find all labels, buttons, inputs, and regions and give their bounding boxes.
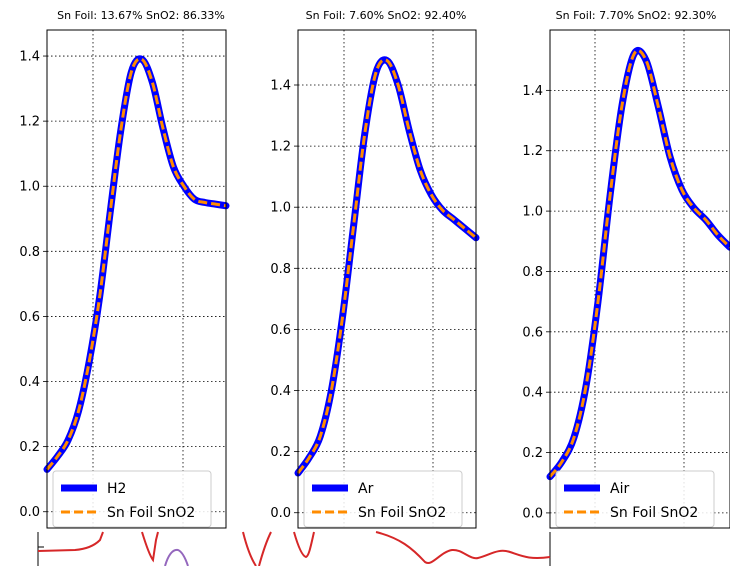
axes-frame — [46, 29, 227, 529]
series-line-2 — [296, 58, 477, 474]
series-line-1 — [43, 55, 230, 473]
y-tick-label: 0.2 — [19, 440, 40, 455]
y-tick-label: 0.8 — [270, 262, 291, 277]
bottom-strip — [37, 531, 551, 566]
y-tick-label: 0.6 — [522, 325, 543, 340]
y-tick-label: 0.6 — [19, 310, 40, 325]
legend-label-1: Ar — [358, 481, 374, 497]
y-tick-label: 1.4 — [522, 84, 543, 99]
strip-curve-2 — [141, 531, 159, 563]
legend: Air Sn Foil SnO2 — [555, 470, 715, 528]
y-tick-label: 0.2 — [522, 446, 543, 461]
subplot-2: Sn Foil: 7.60% SnO2: 92.40% 0.0 0.2 0.4 0.6 0… — [270, 9, 480, 529]
series-line-1 — [546, 47, 730, 481]
y-tick-label: 1.0 — [270, 201, 291, 216]
y-tick-label: 0.4 — [19, 375, 40, 390]
strip-curve-4 — [242, 531, 272, 566]
legend: H2 Sn Foil SnO2 — [52, 470, 212, 528]
series-line-1 — [294, 56, 480, 477]
series-line-2 — [45, 57, 227, 471]
strip-curve-5 — [293, 531, 315, 559]
y-tick-label: 0.2 — [270, 445, 291, 460]
y-tick-label: 0.4 — [522, 386, 543, 401]
strip-curve-6 — [375, 531, 551, 564]
y-tick-label: 0.6 — [270, 323, 291, 338]
subplot-title: Sn Foil: 7.70% SnO2: 92.30% — [556, 9, 717, 22]
legend-label-1: H2 — [107, 481, 126, 497]
axes-frame — [297, 29, 477, 529]
y-tick-label: 1.4 — [19, 50, 40, 65]
subplot-3: Sn Foil: 7.70% SnO2: 92.30% 0.0 0.2 0.4 0.6 0… — [522, 9, 730, 529]
y-tick-label: 0.4 — [270, 384, 291, 399]
y-tick-label: 0.8 — [19, 245, 40, 260]
legend-label-1: Air — [610, 481, 629, 497]
subplot-title: Sn Foil: 7.60% SnO2: 92.40% — [306, 9, 467, 22]
y-tick-label: 1.2 — [19, 115, 40, 130]
legend: Ar Sn Foil SnO2 — [303, 470, 463, 528]
legend-label-2: Sn Foil SnO2 — [358, 505, 446, 521]
subplot-title: Sn Foil: 13.67% SnO2: 86.33% — [57, 9, 225, 22]
subplot-1: Sn Foil: 13.67% SnO2: 86.33% 0.0 0.2 0.4 0.6… — [19, 9, 230, 529]
strip-curve-3 — [164, 548, 189, 566]
y-tick-label: 1.0 — [19, 180, 40, 195]
axes-frame — [549, 29, 730, 529]
y-tick-label: 0.0 — [19, 505, 40, 520]
y-tick-label: 0.0 — [522, 506, 543, 521]
y-tick-label: 0.8 — [522, 265, 543, 280]
series-line-2 — [548, 49, 730, 478]
legend-label-2: Sn Foil SnO2 — [610, 505, 698, 521]
strip-curve-1 — [37, 531, 104, 552]
y-tick-label: 1.0 — [522, 205, 543, 220]
y-tick-label: 1.2 — [522, 144, 543, 159]
y-tick-label: 0.0 — [270, 506, 291, 521]
legend-label-2: Sn Foil SnO2 — [107, 505, 195, 521]
y-tick-label: 1.4 — [270, 78, 291, 93]
y-tick-label: 1.2 — [270, 140, 291, 155]
